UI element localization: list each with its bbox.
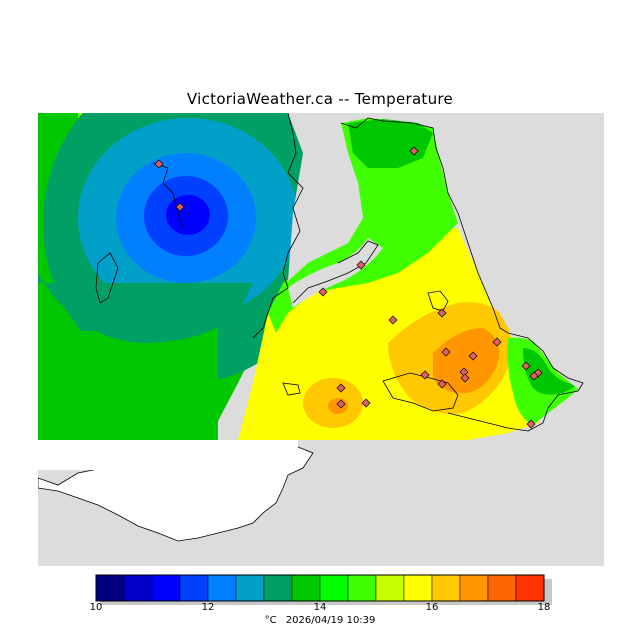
station-marker (388, 315, 398, 325)
legend-swatch (431, 574, 461, 602)
station-marker (468, 351, 478, 361)
inlet-mid (288, 238, 383, 308)
station-marker (336, 399, 346, 409)
legend-bar (95, 574, 545, 602)
legend-swatch (459, 574, 489, 602)
legend-swatch (375, 574, 405, 602)
legend-swatch (179, 574, 209, 602)
station-marker (361, 398, 371, 408)
contour-17 (433, 328, 499, 394)
legend-swatch (123, 574, 153, 602)
legend-border (95, 574, 545, 602)
legend-swatch (263, 574, 293, 602)
station-marker (409, 146, 419, 156)
legend-swatch (347, 574, 377, 602)
legend-swatch (207, 574, 237, 602)
station-marker (529, 371, 539, 381)
contour-12-8-east-tip (523, 348, 578, 395)
legend-swatch (235, 574, 265, 602)
station-marker (437, 379, 447, 389)
legend-swatch (403, 574, 433, 602)
unit-label: °C (264, 615, 277, 626)
legend-tick-label: 12 (201, 602, 215, 613)
color-legend (95, 574, 552, 605)
station-marker (175, 202, 185, 212)
legend-tick-label: 10 (89, 602, 103, 613)
legend-swatch (319, 574, 349, 602)
temperature-map (38, 113, 604, 566)
station-marker (336, 383, 346, 393)
station-marker (154, 159, 164, 169)
contour-10-5 (166, 195, 210, 235)
legend-swatch (95, 574, 125, 602)
legend-swatch (487, 574, 517, 602)
station-marker (356, 260, 366, 270)
west-lower-contour (38, 313, 218, 440)
station-markers (154, 146, 543, 429)
south-land-fill (38, 440, 298, 470)
station-marker (420, 370, 430, 380)
station-marker (526, 419, 536, 429)
timestamp: 2026/04/19 10:39 (285, 615, 376, 626)
station-marker (437, 308, 447, 318)
station-marker (318, 287, 328, 297)
legend-swatch (151, 574, 181, 602)
station-marker (492, 337, 502, 347)
station-marker (521, 361, 531, 371)
contour-17-sw (328, 398, 348, 414)
strait-northeast (288, 113, 604, 566)
legend-tick-label: 14 (313, 602, 327, 613)
station-marker (441, 347, 451, 357)
contour-12-5-lower (38, 273, 253, 343)
legend-tick-label: 16 (425, 602, 439, 613)
contour-12-8-east (348, 119, 433, 168)
coastlines (95, 113, 584, 432)
legend-swatch (291, 574, 321, 602)
legend-swatch (515, 574, 545, 602)
station-marker (460, 373, 470, 383)
legend-tick-label: 18 (537, 602, 551, 613)
legend-caption: °C 2026/04/19 10:39 (0, 615, 640, 626)
map-title: VictoriaWeather.ca -- Temperature (186, 90, 454, 108)
